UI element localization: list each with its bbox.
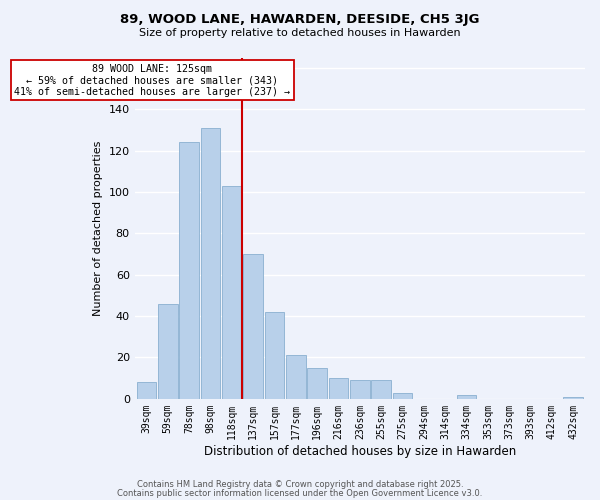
Bar [200,128,220,399]
X-axis label: Distribution of detached houses by size in Hawarden: Distribution of detached houses by size … [204,444,516,458]
Bar [137,382,157,399]
Text: Contains HM Land Registry data © Crown copyright and database right 2025.: Contains HM Land Registry data © Crown c… [137,480,463,489]
Text: 89 WOOD LANE: 125sqm
← 59% of detached houses are smaller (343)
41% of semi-deta: 89 WOOD LANE: 125sqm ← 59% of detached h… [14,64,290,97]
Bar [457,394,476,399]
Bar [350,380,370,399]
Bar [392,392,412,399]
Bar [243,254,263,399]
Bar [307,368,327,399]
Text: Contains public sector information licensed under the Open Government Licence v3: Contains public sector information licen… [118,489,482,498]
Bar [222,186,242,399]
Bar [179,142,199,399]
Bar [329,378,349,399]
Bar [563,397,583,399]
Bar [286,356,306,399]
Bar [265,312,284,399]
Text: 89, WOOD LANE, HAWARDEN, DEESIDE, CH5 3JG: 89, WOOD LANE, HAWARDEN, DEESIDE, CH5 3J… [120,12,480,26]
Bar [371,380,391,399]
Text: Size of property relative to detached houses in Hawarden: Size of property relative to detached ho… [139,28,461,38]
Bar [158,304,178,399]
Y-axis label: Number of detached properties: Number of detached properties [93,140,103,316]
